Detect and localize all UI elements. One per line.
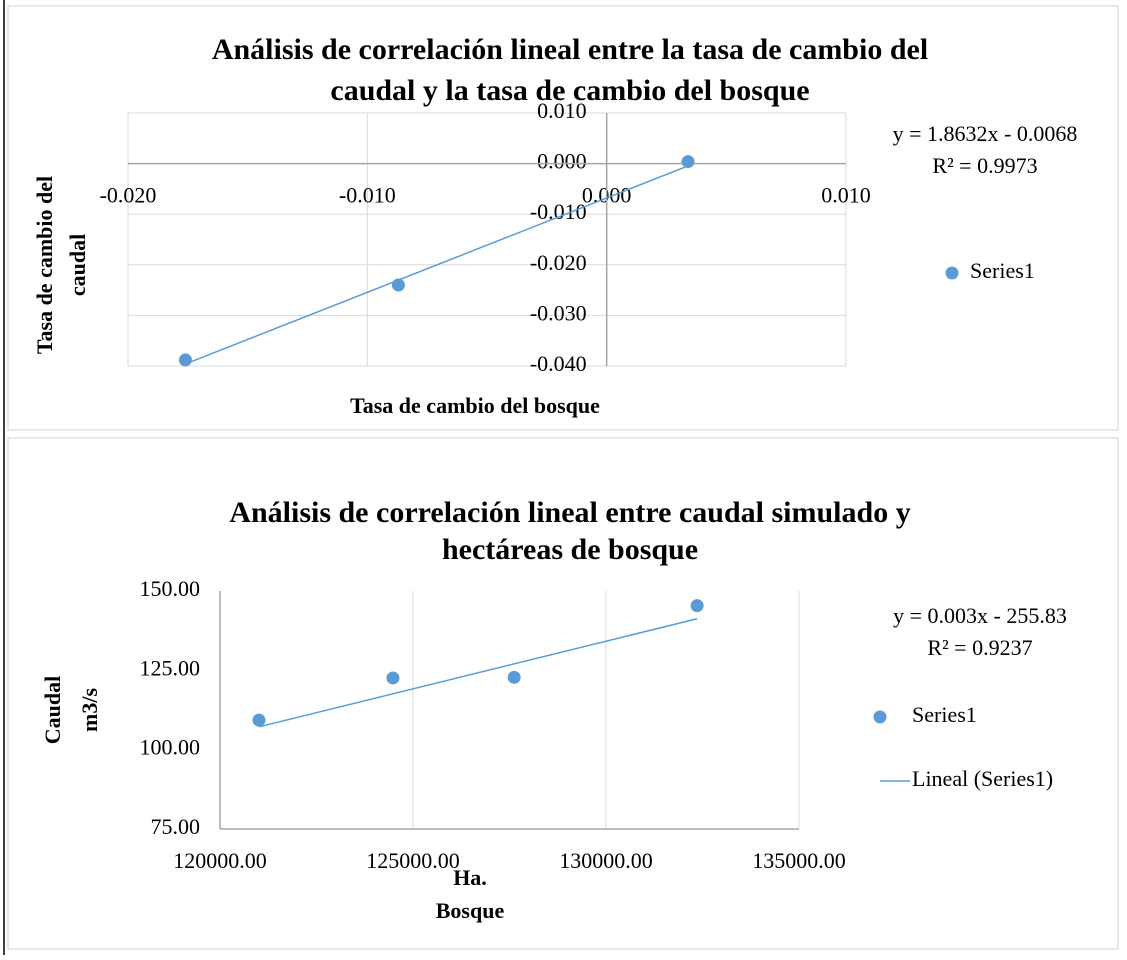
chart-frame xyxy=(7,437,1119,950)
y-axis-title: caudal xyxy=(65,234,90,296)
x-tick-label: 135000.00 xyxy=(752,848,846,873)
data-point xyxy=(690,599,704,613)
legend-marker xyxy=(945,266,959,280)
trendline xyxy=(258,618,698,728)
y-tick-label: -0.020 xyxy=(530,250,587,275)
y-tick-label: -0.010 xyxy=(530,199,587,224)
chart-title: Análisis de correlación lineal entre la … xyxy=(212,33,928,66)
data-point xyxy=(178,353,192,367)
r-squared: R² = 0.9237 xyxy=(927,635,1032,660)
data-point xyxy=(386,671,400,685)
y-tick-label: 150.00 xyxy=(140,576,201,601)
chart-title: Análisis de correlación lineal entre cau… xyxy=(229,496,910,529)
x-axis-title: Tasa de cambio del bosque xyxy=(350,393,600,418)
data-point xyxy=(681,155,695,169)
x-tick-label: 130000.00 xyxy=(559,848,653,873)
x-axis-title: Ha. xyxy=(453,865,487,890)
data-point xyxy=(252,713,266,727)
trend-equation: y = 0.003x - 255.83 xyxy=(893,603,1067,628)
y-tick-label: -0.040 xyxy=(530,351,587,376)
y-tick-label: 100.00 xyxy=(140,735,201,760)
y-tick-label: 125.00 xyxy=(140,655,201,680)
x-tick-label: -0.010 xyxy=(339,183,396,208)
chart-title: hectáreas de bosque xyxy=(442,533,698,566)
r-squared: R² = 0.9973 xyxy=(932,153,1037,178)
chart-title: caudal y la tasa de cambio del bosque xyxy=(330,74,809,107)
legend-label: Series1 xyxy=(970,258,1035,283)
y-axis-title: Tasa de cambio del xyxy=(32,176,57,354)
x-tick-label: 0.010 xyxy=(821,183,871,208)
chart-frame xyxy=(7,5,1119,431)
x-axis-title: Bosque xyxy=(436,898,505,923)
y-axis-title: Caudal xyxy=(40,676,65,744)
y-tick-label: -0.030 xyxy=(530,300,587,325)
legend-label: Series1 xyxy=(912,702,977,727)
trendline xyxy=(185,165,689,365)
x-tick-label: -0.020 xyxy=(100,183,157,208)
trend-equation: y = 1.8632x - 0.0068 xyxy=(893,121,1078,146)
legend-label: Lineal (Series1) xyxy=(912,766,1053,791)
y-tick-label: 0.000 xyxy=(537,149,587,174)
data-point xyxy=(507,670,521,684)
x-tick-label: 120000.00 xyxy=(173,848,267,873)
legend-marker xyxy=(873,710,887,724)
data-point xyxy=(391,278,405,292)
y-axis-title: m3/s xyxy=(77,688,102,732)
x-tick-label: 125000.00 xyxy=(366,848,460,873)
y-tick-label: 75.00 xyxy=(151,814,201,839)
y-tick-label: 0.010 xyxy=(537,98,587,123)
